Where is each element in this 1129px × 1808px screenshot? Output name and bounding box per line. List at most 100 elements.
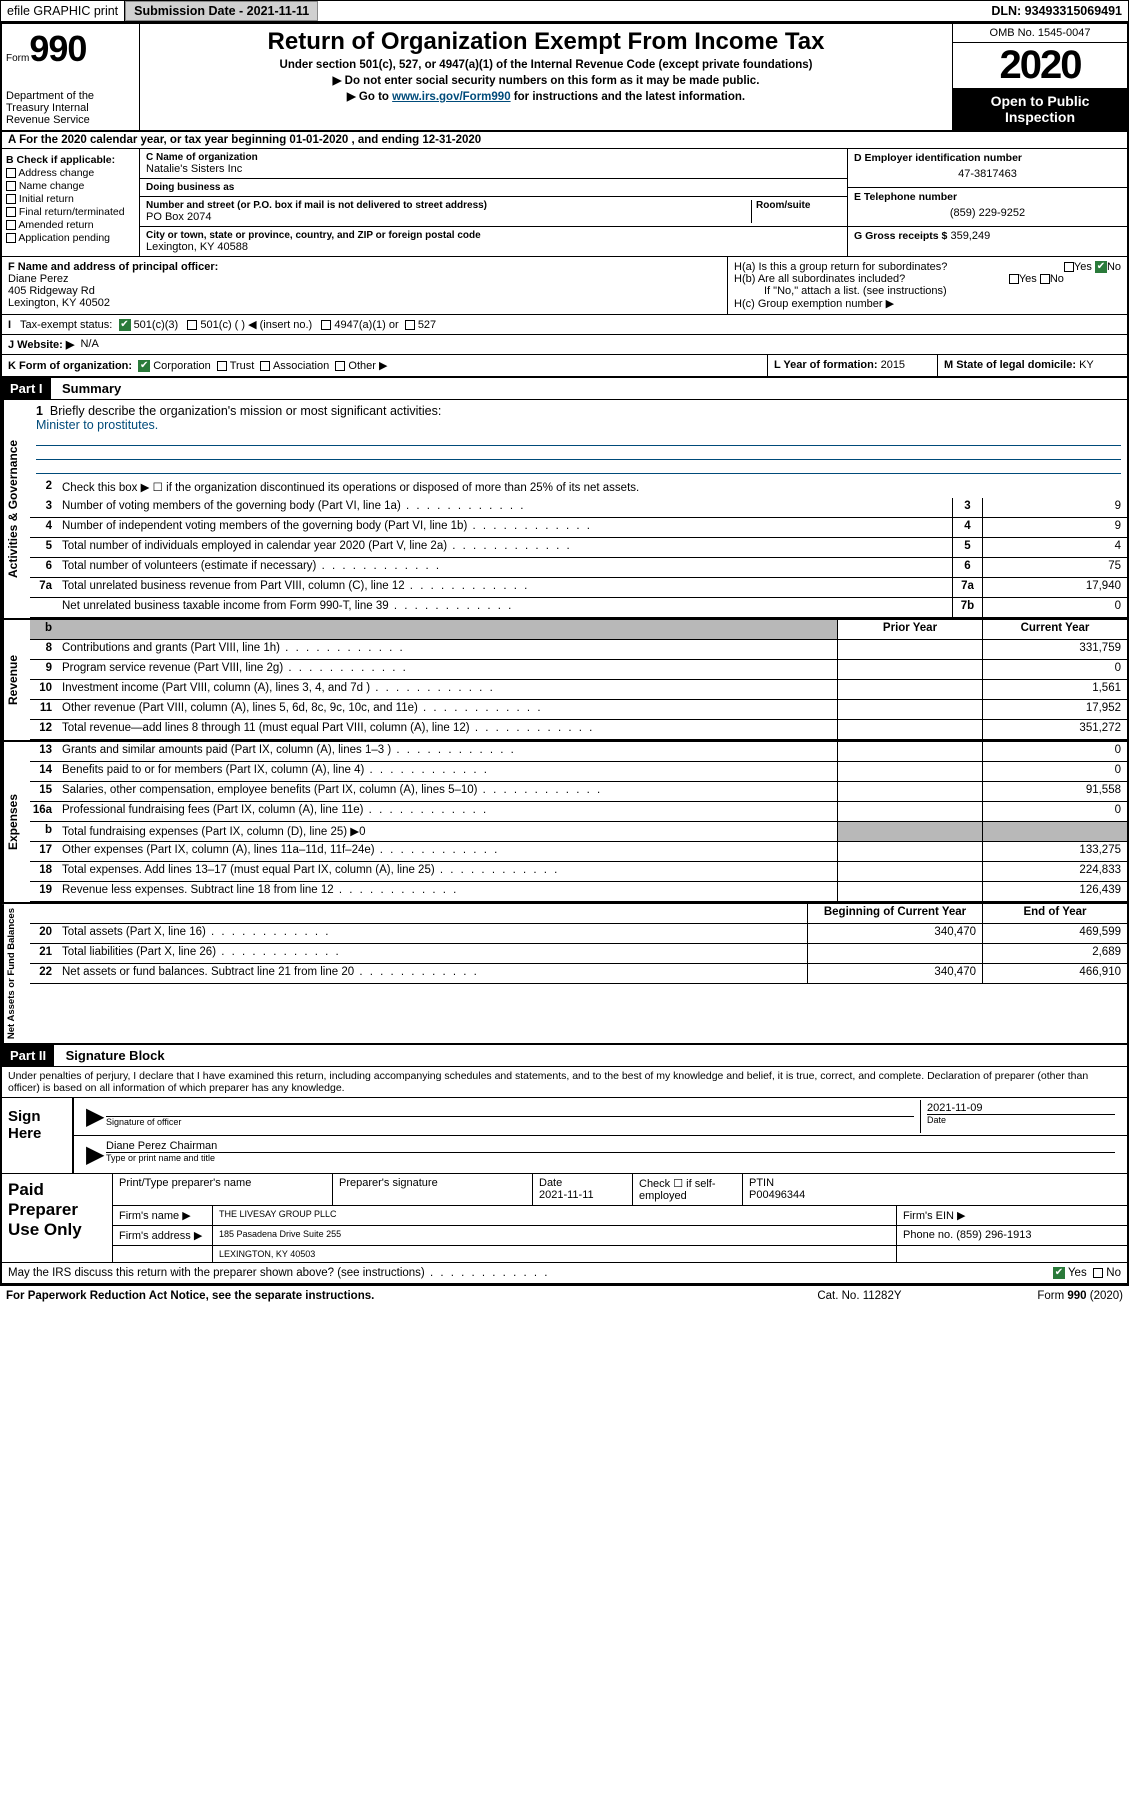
tel-label: E Telephone number (854, 191, 1121, 203)
chk-corp[interactable]: ✔ (138, 360, 150, 372)
exp-row-16a: 16a Professional fundraising fees (Part … (30, 802, 1127, 822)
chk-amended[interactable]: Amended return (6, 219, 135, 231)
exp-row-15: 15 Salaries, other compensation, employe… (30, 782, 1127, 802)
officer-addr2: Lexington, KY 40502 (8, 297, 721, 309)
sig-name-label: Type or print name and title (106, 1152, 1115, 1163)
hb-row: H(b) Are all subordinates included? Yes … (734, 273, 1121, 285)
preparer-sig-label: Preparer's signature (333, 1174, 533, 1205)
f-label: F Name and address of principal officer: (8, 261, 721, 273)
form-note1: ▶ Do not enter social security numbers o… (148, 73, 944, 87)
org-name-label: C Name of organization (146, 152, 841, 163)
gov-row-3: 3 Number of voting members of the govern… (30, 498, 1127, 518)
j-label: J Website: ▶ (8, 338, 74, 351)
sign-arrow-icon: ▶ (80, 1100, 100, 1133)
cell-dba: Doing business as (140, 179, 847, 197)
i-label: Tax-exempt status: (20, 319, 112, 331)
net-row-20: 20 Total assets (Part X, line 16) 340,47… (30, 924, 1127, 944)
cell-org-name: C Name of organization Natalie's Sisters… (140, 149, 847, 179)
hc-row: H(c) Group exemption number ▶ (734, 297, 1121, 310)
paperwork-notice: For Paperwork Reduction Act Notice, see … (6, 1290, 817, 1302)
dln-label: DLN: 93493315069491 (985, 1, 1128, 21)
form-container: Form990 Department of the Treasury Inter… (0, 22, 1129, 1286)
mission-line1 (36, 432, 1121, 446)
side-revenue: Revenue (2, 620, 30, 740)
paid-row1: Print/Type preparer's name Preparer's si… (113, 1174, 1127, 1206)
gross-label: G Gross receipts $ (854, 230, 947, 242)
section-bcde: B Check if applicable: Address change Na… (2, 149, 1127, 257)
exp-row-19: 19 Revenue less expenses. Subtract line … (30, 882, 1127, 902)
addr-value: PO Box 2074 (146, 211, 751, 223)
chk-final[interactable]: Final return/terminated (6, 206, 135, 218)
part1-label: Part I (2, 378, 51, 399)
chk-address[interactable]: Address change (6, 167, 135, 179)
irs-link[interactable]: www.irs.gov/Form990 (392, 91, 510, 103)
website-value: N/A (80, 338, 98, 351)
submission-date-btn[interactable]: Submission Date - 2021-11-11 (125, 1, 318, 21)
sign-here-label: Sign Here (2, 1098, 72, 1173)
paid-row2: Firm's name ▶ THE LIVESAY GROUP PLLC Fir… (113, 1206, 1127, 1226)
governance-section: Activities & Governance 1 Briefly descri… (2, 400, 1127, 618)
rev-row-8: 8 Contributions and grants (Part VIII, l… (30, 640, 1127, 660)
hb-note: If "No," attach a list. (see instruction… (734, 285, 1121, 297)
omb-number: OMB No. 1545-0047 (953, 24, 1127, 43)
preparer-name-label: Print/Type preparer's name (113, 1174, 333, 1205)
cell-tel: E Telephone number (859) 229-9252 (848, 188, 1127, 227)
chk-501c3[interactable]: ✔ (119, 319, 131, 331)
rev-row-11: 11 Other revenue (Part VIII, column (A),… (30, 700, 1127, 720)
header-right: OMB No. 1545-0047 2020 Open to Public In… (952, 24, 1127, 130)
officer-addr1: 405 Ridgeway Rd (8, 285, 721, 297)
exp-row-14: 14 Benefits paid to or for members (Part… (30, 762, 1127, 782)
form-version: Form 990 (2020) (1037, 1290, 1123, 1302)
part1-title: Summary (54, 381, 121, 396)
firm-name-value: THE LIVESAY GROUP PLLC (213, 1206, 897, 1225)
part2-title: Signature Block (58, 1048, 165, 1063)
section-h: H(a) Is this a group return for subordin… (727, 257, 1127, 314)
mission-line3 (36, 460, 1121, 474)
header-center: Return of Organization Exempt From Incom… (140, 24, 952, 130)
paid-preparer-block: Paid Preparer Use Only Print/Type prepar… (2, 1174, 1127, 1263)
gov-row-6: 6 Total number of volunteers (estimate i… (30, 558, 1127, 578)
net-header: Beginning of Current Year End of Year (30, 904, 1127, 924)
rev-row-12: 12 Total revenue—add lines 8 through 11 … (30, 720, 1127, 740)
officer-name: Diane Perez (8, 273, 721, 285)
chk-pending[interactable]: Application pending (6, 232, 135, 244)
firm-addr-label: Firm's address ▶ (113, 1226, 213, 1245)
form-title: Return of Organization Exempt From Incom… (148, 28, 944, 56)
page-footer: For Paperwork Reduction Act Notice, see … (0, 1286, 1129, 1306)
paid-label: Paid Preparer Use Only (2, 1174, 112, 1262)
firm-ein: Firm's EIN ▶ (897, 1206, 1127, 1225)
ha-row: H(a) Is this a group return for subordin… (734, 261, 1121, 273)
form-word: Form (6, 53, 29, 64)
discuss-text: May the IRS discuss this return with the… (8, 1267, 425, 1279)
side-expenses: Expenses (2, 742, 30, 902)
firm-city: LEXINGTON, KY 40503 (213, 1246, 897, 1262)
addr-label: Number and street (or P.O. box if mail i… (146, 200, 751, 211)
perjury-declaration: Under penalties of perjury, I declare th… (2, 1067, 1127, 1098)
col-end: End of Year (982, 904, 1127, 923)
row-j: J Website: ▶ N/A (2, 335, 1127, 355)
chk-name[interactable]: Name change (6, 180, 135, 192)
org-name-value: Natalie's Sisters Inc (146, 163, 841, 175)
paid-row4: LEXINGTON, KY 40503 (113, 1246, 1127, 1262)
discuss-yesno[interactable]: ✔ Yes No (1053, 1267, 1121, 1279)
tel-value: (859) 229-9252 (854, 203, 1121, 223)
exp-row-13: 13 Grants and similar amounts paid (Part… (30, 742, 1127, 762)
preparer-selfemp[interactable]: Check ☐ if self-employed (633, 1174, 743, 1205)
part2-header-row: Part II Signature Block (2, 1045, 1127, 1067)
chk-initial[interactable]: Initial return (6, 193, 135, 205)
expenses-section: Expenses 13 Grants and similar amounts p… (2, 740, 1127, 902)
m-domicile: M State of legal domicile: KY (937, 355, 1127, 376)
header-left: Form990 Department of the Treasury Inter… (2, 24, 140, 130)
part1-header-row: Part I Summary (2, 378, 1127, 400)
sign-arrow2-icon: ▶ (80, 1138, 100, 1171)
mission-text: Minister to prostitutes. (36, 418, 1121, 432)
firm-name-label: Firm's name ▶ (113, 1206, 213, 1225)
sign-here-block: Sign Here ▶ Signature of officer 2021-11… (2, 1098, 1127, 1174)
sig-date-label: Date (927, 1114, 1115, 1125)
part2-label: Part II (2, 1045, 54, 1066)
side-governance: Activities & Governance (2, 400, 30, 618)
preparer-date: Date 2021-11-11 (533, 1174, 633, 1205)
mission-line2 (36, 446, 1121, 460)
exp-row-b: b Total fundraising expenses (Part IX, c… (30, 822, 1127, 842)
firm-addr-value: 185 Pasadena Drive Suite 255 (213, 1226, 897, 1245)
